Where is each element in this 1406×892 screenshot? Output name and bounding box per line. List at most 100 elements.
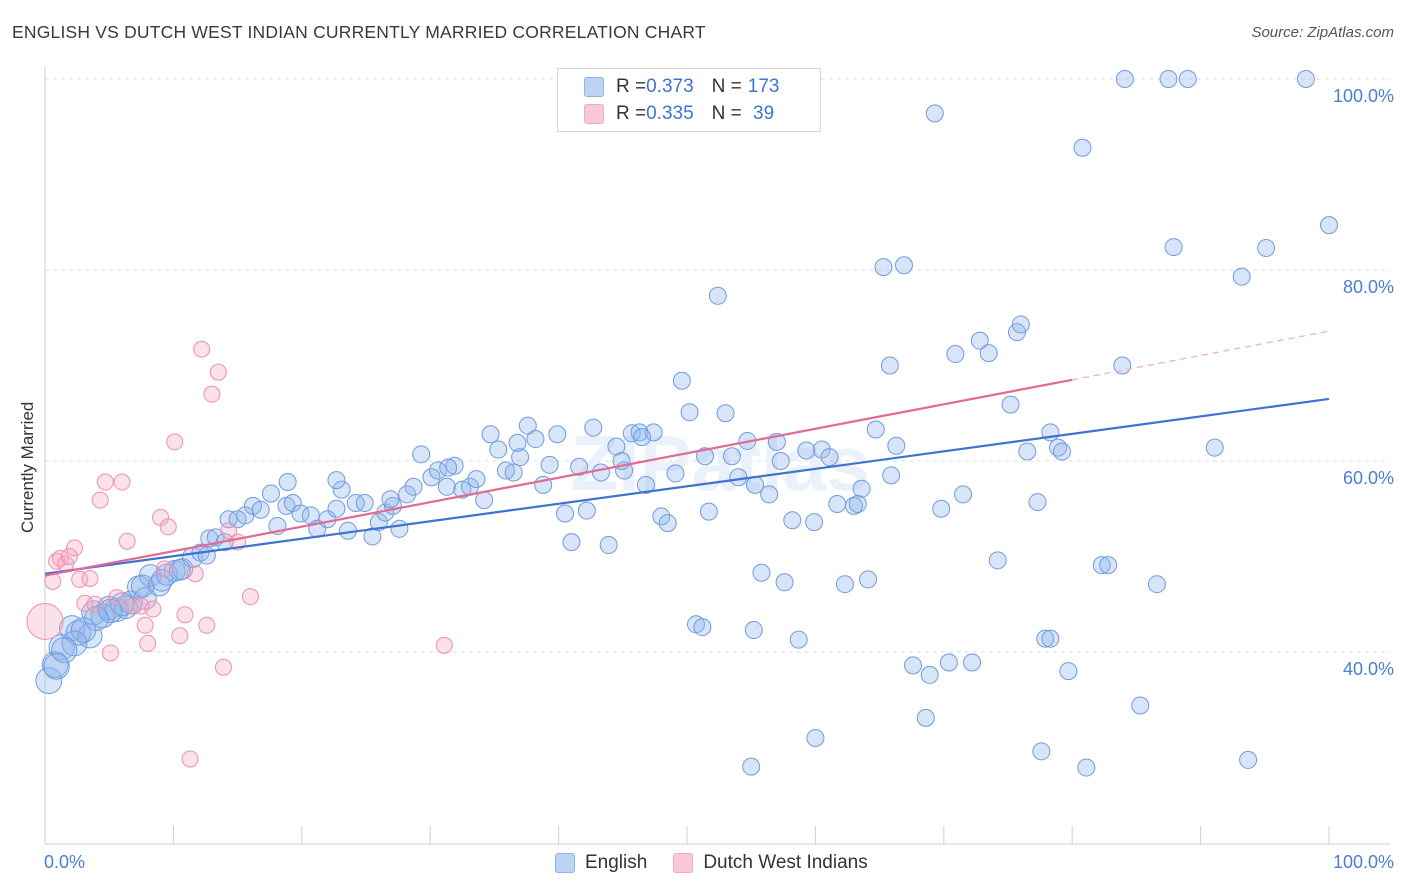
english-point xyxy=(548,425,567,444)
dutch-point xyxy=(214,658,232,676)
dutch-point xyxy=(220,522,238,540)
english-trend-line xyxy=(44,397,1330,575)
english-point xyxy=(939,653,958,672)
y-tick-100: 100.0% xyxy=(1332,86,1394,106)
r-label: R = xyxy=(616,76,647,97)
english-point xyxy=(1099,556,1118,575)
english-point xyxy=(51,636,78,664)
english-point xyxy=(422,468,441,487)
dutch-trend-line xyxy=(44,378,1073,577)
english-point xyxy=(518,416,537,435)
english-point xyxy=(699,502,718,521)
english-point xyxy=(332,480,351,499)
english-point xyxy=(708,286,727,305)
dutch-point xyxy=(108,589,126,607)
english-point xyxy=(979,344,998,363)
english-point xyxy=(1092,556,1111,575)
english-point xyxy=(467,470,486,489)
english-point xyxy=(584,418,603,437)
english-point xyxy=(672,371,691,390)
english-point xyxy=(963,653,982,672)
dutch-point xyxy=(203,385,221,403)
english-point xyxy=(355,494,374,513)
english-point xyxy=(428,461,447,480)
english-point xyxy=(644,423,663,442)
n-label: N = xyxy=(711,76,742,97)
english-point xyxy=(381,490,400,509)
english-point xyxy=(1077,758,1096,777)
english-point xyxy=(820,448,839,467)
english-point xyxy=(504,463,523,482)
english-point xyxy=(570,457,589,476)
english-point xyxy=(716,404,735,423)
english-point xyxy=(327,499,346,518)
english-point xyxy=(742,757,761,776)
english-point xyxy=(1018,442,1037,461)
english-point xyxy=(630,423,649,442)
english-point xyxy=(859,570,878,589)
english-point xyxy=(1159,70,1178,88)
english-point xyxy=(130,574,155,598)
english-swatch xyxy=(584,77,604,97)
legend-item-english[interactable]: English xyxy=(555,852,647,874)
english-point xyxy=(511,448,530,467)
english-point xyxy=(369,513,388,532)
english-point xyxy=(666,464,685,483)
legend-item-dutch[interactable]: Dutch West Indians xyxy=(673,852,868,874)
english-point xyxy=(404,477,423,496)
english-point xyxy=(925,104,944,123)
english-point xyxy=(412,445,431,464)
dutch-point xyxy=(171,627,189,645)
gridlines xyxy=(45,78,1390,653)
axes xyxy=(44,66,1390,845)
english-point xyxy=(1036,629,1055,648)
english-points xyxy=(35,70,1338,777)
english-point xyxy=(168,558,191,581)
english-point xyxy=(880,356,899,375)
english-point xyxy=(1131,696,1150,715)
english-point xyxy=(988,551,1007,570)
english-point xyxy=(1239,750,1258,769)
english-point xyxy=(577,501,596,520)
english-point xyxy=(744,621,763,640)
dutch-point xyxy=(435,636,453,654)
dutch-point xyxy=(139,634,157,652)
english-point xyxy=(752,563,771,582)
english-point xyxy=(1011,315,1030,334)
english-point xyxy=(83,606,109,632)
english-point xyxy=(150,569,174,592)
y-axis-label: Currently Married xyxy=(18,401,37,533)
english-point xyxy=(693,618,712,637)
n-value: 39 xyxy=(747,103,775,124)
dutch-point xyxy=(155,560,173,578)
dutch-point xyxy=(86,595,104,613)
english-point xyxy=(760,485,779,504)
english-point xyxy=(789,630,808,649)
english-point xyxy=(954,485,973,504)
dutch-point xyxy=(136,616,154,634)
english-point xyxy=(390,519,409,538)
english-point xyxy=(526,430,545,449)
english-point xyxy=(866,420,885,439)
english-point xyxy=(607,437,626,456)
english-point xyxy=(695,447,714,466)
english-point xyxy=(894,256,913,275)
english-point xyxy=(1257,239,1276,258)
dutch-point xyxy=(91,491,109,509)
english-point xyxy=(848,494,867,513)
english-point xyxy=(771,452,790,470)
n-value: 173 xyxy=(747,76,780,97)
english-point xyxy=(489,440,508,459)
english-point xyxy=(932,499,951,518)
english-point xyxy=(806,728,825,747)
english-point xyxy=(481,425,500,444)
english-point xyxy=(852,479,871,498)
dutch-point xyxy=(166,433,184,451)
english-point xyxy=(278,473,297,492)
english-point xyxy=(916,708,935,727)
english-point xyxy=(439,458,458,477)
english-point xyxy=(1320,216,1338,235)
dutch-point xyxy=(66,539,84,557)
y-tick-40: 40.0% xyxy=(1342,659,1394,679)
